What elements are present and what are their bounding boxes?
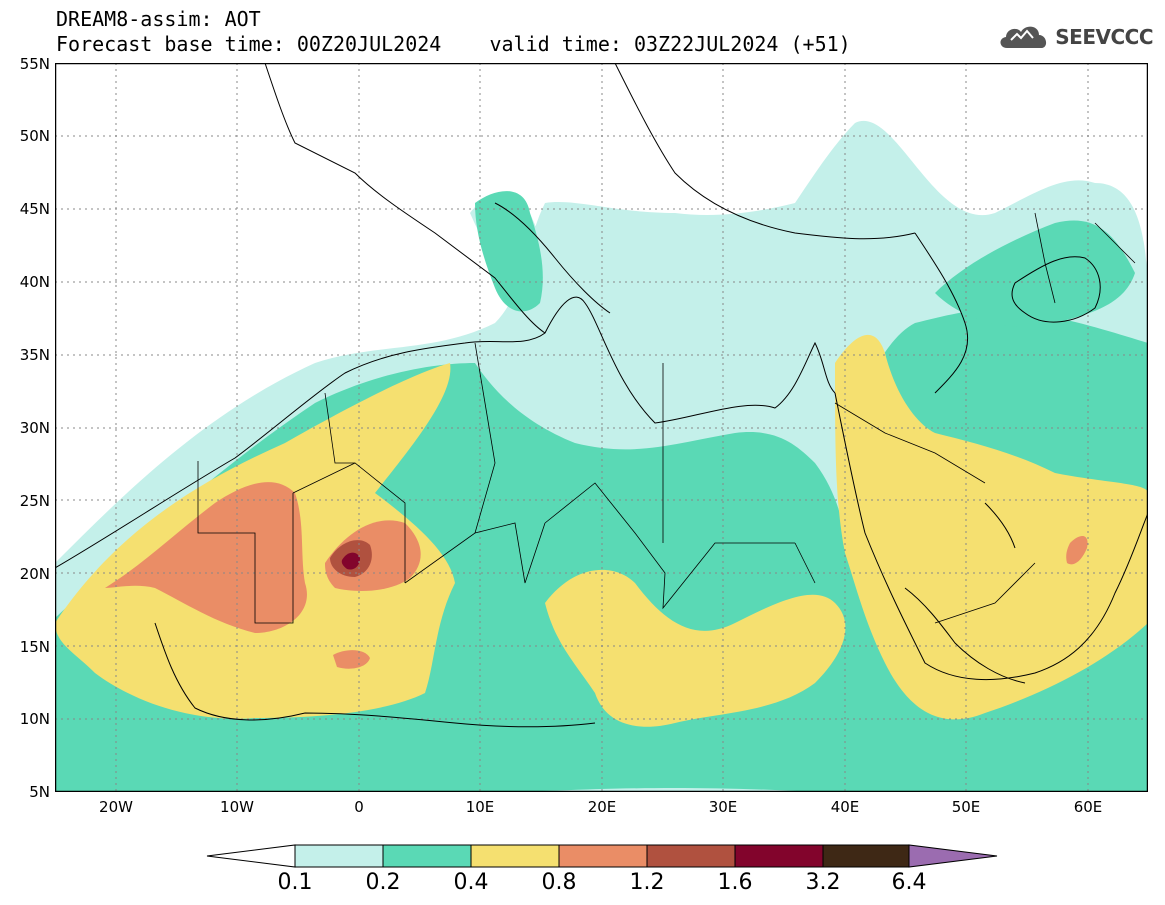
logo-text: SEEVCCC [1055, 25, 1153, 49]
lon-label-10w: 10W [220, 798, 254, 816]
lat-label-25n: 25N [19, 492, 50, 510]
aot-band-0-2-italy [475, 191, 543, 312]
lon-label-10e: 10E [465, 798, 495, 816]
aot-map [55, 63, 1148, 792]
aot-band-1-6 [341, 552, 360, 570]
lon-label-40e: 40E [830, 798, 860, 816]
lat-label-55n: 55N [19, 55, 50, 73]
aot-band-0-2-caspian [935, 220, 1135, 327]
colorbar-bin-0-8 [558, 844, 648, 868]
map-grid [55, 63, 1148, 792]
seevccc-logo: SEEVCCC [997, 22, 1153, 52]
lon-label-0: 0 [354, 798, 364, 816]
colorbar-label-0-4: 0.4 [453, 870, 489, 895]
lon-label-20e: 20E [587, 798, 617, 816]
colorbar-label-6-4: 6.4 [891, 870, 927, 895]
lat-label-45n: 45N [19, 200, 50, 218]
colorbar-label-0-8: 0.8 [541, 870, 577, 895]
lon-label-60e: 60E [1073, 798, 1103, 816]
aot-band-0-4-sahel [545, 569, 846, 727]
colorbar-bin-0-4 [470, 844, 560, 868]
cloud-icon [1000, 26, 1047, 48]
lat-label-20n: 20N [19, 565, 50, 583]
lon-label-50e: 50E [951, 798, 981, 816]
colorbar-over-triangle [908, 844, 998, 868]
forecast-time-line: Forecast base time: 00Z20JUL2024 valid t… [56, 32, 851, 56]
colorbar-label-1-2: 1.2 [629, 870, 665, 895]
country-borders [197, 212, 1136, 624]
colorbar-bin-0-2 [382, 844, 472, 868]
colorbar-label-0-1: 0.1 [277, 870, 313, 895]
lon-label-20w: 20W [99, 798, 133, 816]
lat-label-40n: 40N [19, 273, 50, 291]
lon-label-30e: 30E [708, 798, 738, 816]
lat-label-35n: 35N [19, 346, 50, 364]
colorbar [206, 844, 998, 868]
lat-label-30n: 30N [19, 419, 50, 437]
chart-title: DREAM8-assim: AOT [56, 7, 261, 31]
aot-band-0-8-oman [1066, 536, 1088, 565]
colorbar-label-3-2: 3.2 [805, 870, 841, 895]
aot-band-0-4-arabia [835, 334, 1148, 720]
lat-label-15n: 15N [19, 638, 50, 656]
lat-label-5n: 5N [29, 783, 50, 801]
coastlines [55, 63, 1148, 728]
aot-band-0-8-nigeria [333, 650, 370, 669]
colorbar-label-0-2: 0.2 [365, 870, 401, 895]
colorbar-bin-1-6 [734, 844, 824, 868]
colorbar-under-triangle [206, 844, 296, 868]
colorbar-bin-1-2 [646, 844, 736, 868]
colorbar-bin-3-2 [822, 844, 910, 868]
lat-label-10n: 10N [19, 710, 50, 728]
colorbar-bin-0-1 [294, 844, 384, 868]
lat-label-50n: 50N [19, 127, 50, 145]
colorbar-label-1-6: 1.6 [717, 870, 753, 895]
aot-band-0-8 [105, 482, 307, 633]
